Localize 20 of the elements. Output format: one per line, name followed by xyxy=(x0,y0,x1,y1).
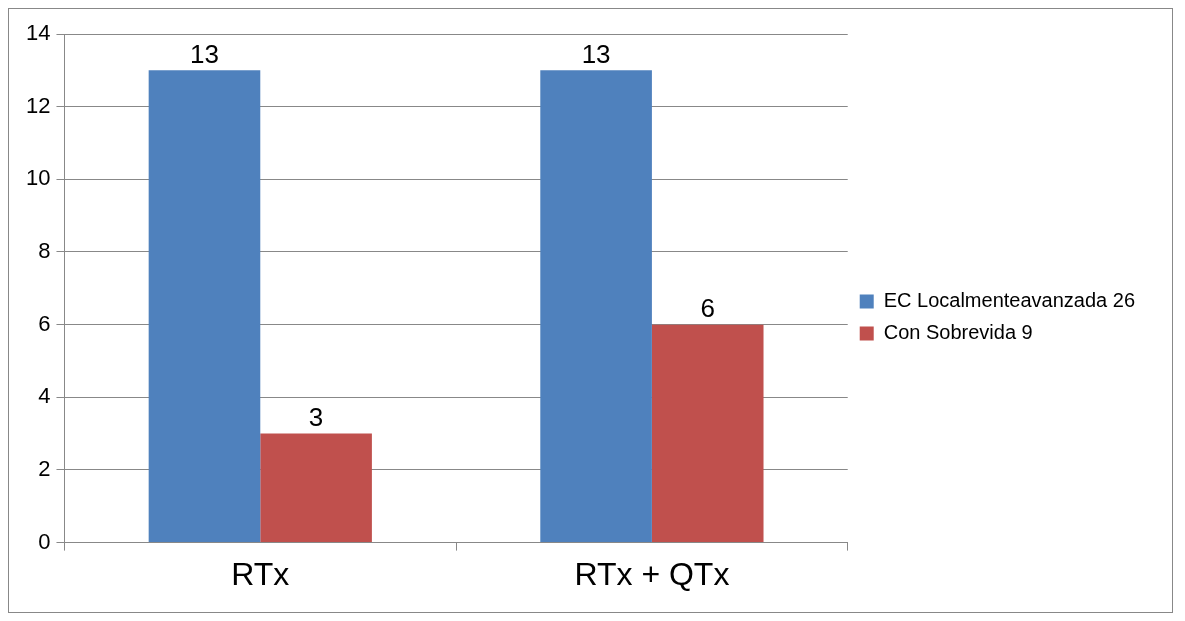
data-label: 13 xyxy=(581,38,611,69)
data-label: 6 xyxy=(700,292,715,323)
data-label: 13 xyxy=(190,38,219,69)
y-tick-label: 14 xyxy=(25,20,51,46)
x-tick-label: RTx + QTx xyxy=(574,555,730,592)
y-tick-label: 0 xyxy=(38,528,51,554)
bar xyxy=(148,70,261,543)
legend-label: EC Localmenteavanzada 26 xyxy=(883,289,1135,312)
y-tick-label: 6 xyxy=(38,310,51,336)
data-label: 3 xyxy=(308,401,324,432)
x-tick-label: RTx xyxy=(231,555,290,592)
y-tick-label: 10 xyxy=(25,165,51,191)
bar xyxy=(540,70,652,543)
bar xyxy=(260,433,372,543)
y-tick-label: 2 xyxy=(38,456,51,482)
legend-label: Con Sobrevida 9 xyxy=(883,321,1033,344)
bar xyxy=(651,324,764,543)
y-tick-label: 4 xyxy=(38,383,51,409)
y-tick-label: 8 xyxy=(38,238,51,264)
y-tick-label: 12 xyxy=(25,92,51,118)
